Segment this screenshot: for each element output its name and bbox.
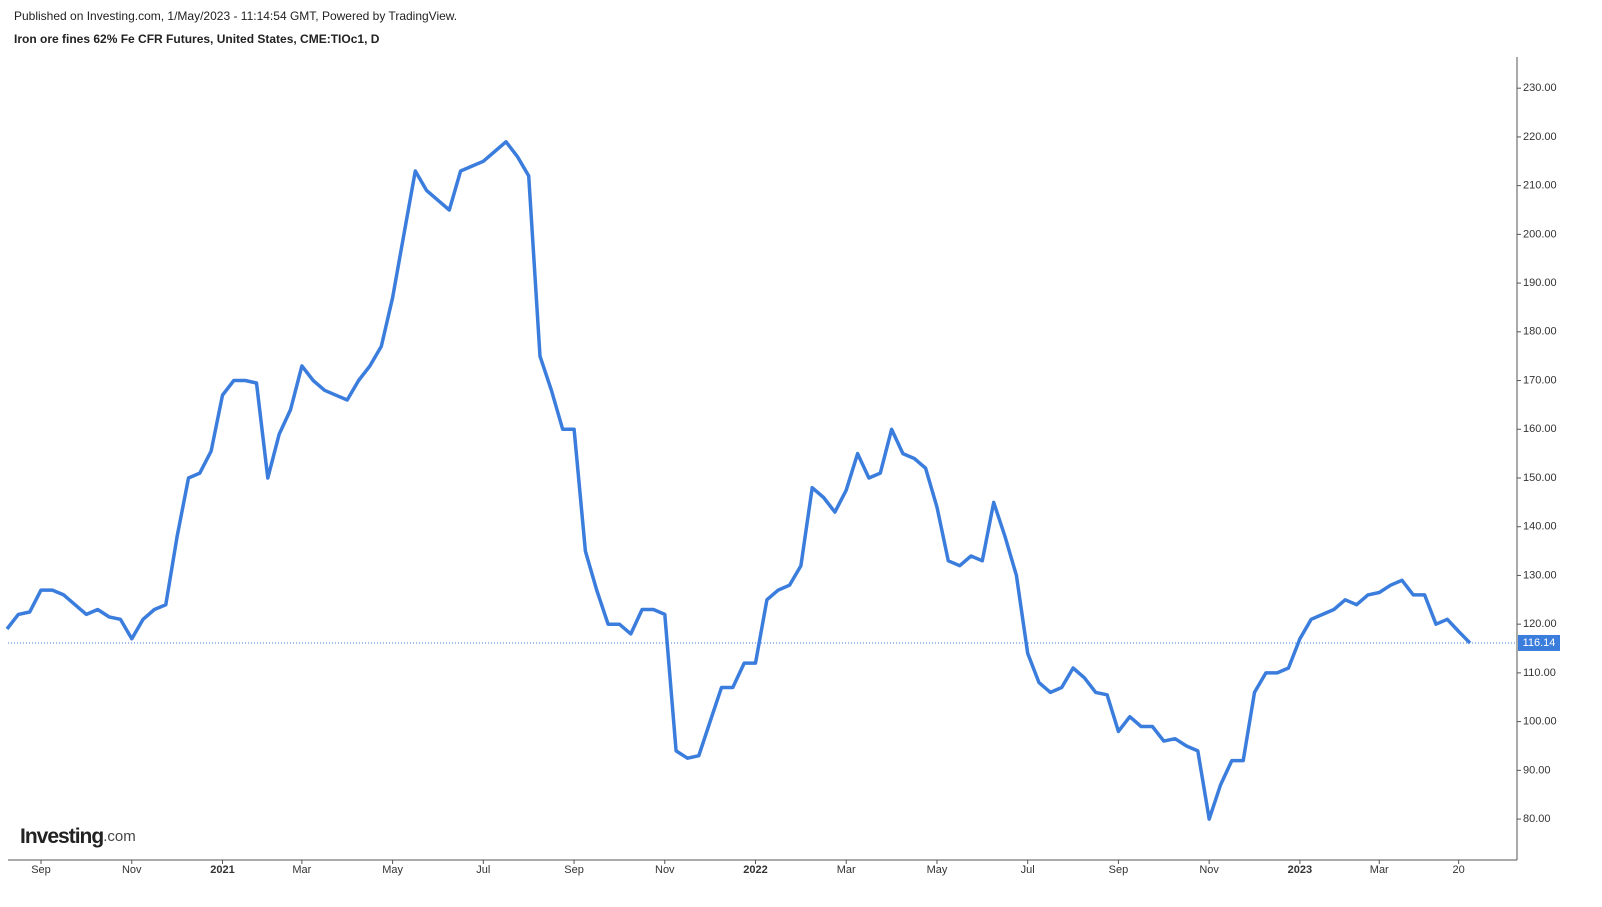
logo-suffix: .com — [103, 828, 136, 845]
x-tick-label: Mar — [1370, 864, 1389, 876]
y-tick-label: 150.00 — [1523, 472, 1557, 484]
x-tick-label: Mar — [292, 864, 311, 876]
y-tick-label: 130.00 — [1523, 569, 1557, 581]
x-tick-label: Sep — [1109, 864, 1129, 876]
x-tick-label: 20 — [1453, 864, 1465, 876]
logo: Investing.com — [20, 825, 136, 848]
x-tick-label: Sep — [31, 864, 51, 876]
x-tick-label: Nov — [1199, 864, 1219, 876]
price-line — [5, 140, 1472, 821]
y-tick-label: 160.00 — [1523, 423, 1557, 435]
published-note: Published on Investing.com, 1/May/2023 -… — [14, 9, 457, 23]
y-tick-label: 110.00 — [1523, 667, 1556, 679]
x-tick-label: Sep — [564, 864, 584, 876]
x-tick-label: May — [382, 864, 403, 876]
y-tick-label: 210.00 — [1523, 180, 1557, 192]
x-tick-label: Nov — [655, 864, 675, 876]
x-tick-label: May — [927, 864, 948, 876]
y-tick-label: 140.00 — [1523, 521, 1557, 533]
x-tick-label: Mar — [837, 864, 856, 876]
last-price-box — [1518, 634, 1560, 651]
last-price-label: 116.14 — [1523, 637, 1556, 649]
y-tick-label: 190.00 — [1523, 277, 1557, 289]
y-tick-label: 100.00 — [1523, 716, 1557, 728]
y-tick-label: 170.00 — [1523, 374, 1557, 386]
y-tick-label: 200.00 — [1523, 228, 1557, 240]
y-tick-label: 180.00 — [1523, 326, 1557, 338]
y-tick-label: 80.00 — [1523, 813, 1551, 825]
y-tick-label: 230.00 — [1523, 82, 1557, 94]
x-tick-label: Jul — [476, 864, 490, 876]
logo-main: Investing — [20, 825, 103, 848]
y-tick-label: 120.00 — [1523, 618, 1557, 630]
x-tick-label: 2021 — [210, 864, 234, 876]
x-tick-label: 2022 — [743, 864, 767, 876]
y-tick-label: 90.00 — [1523, 764, 1551, 776]
x-tick-label: Jul — [1021, 864, 1035, 876]
x-tick-label: Nov — [122, 864, 142, 876]
y-tick-label: 220.00 — [1523, 131, 1557, 143]
instrument-title: Iron ore fines 62% Fe CFR Futures, Unite… — [14, 32, 380, 46]
x-tick-label: 2023 — [1288, 864, 1312, 876]
